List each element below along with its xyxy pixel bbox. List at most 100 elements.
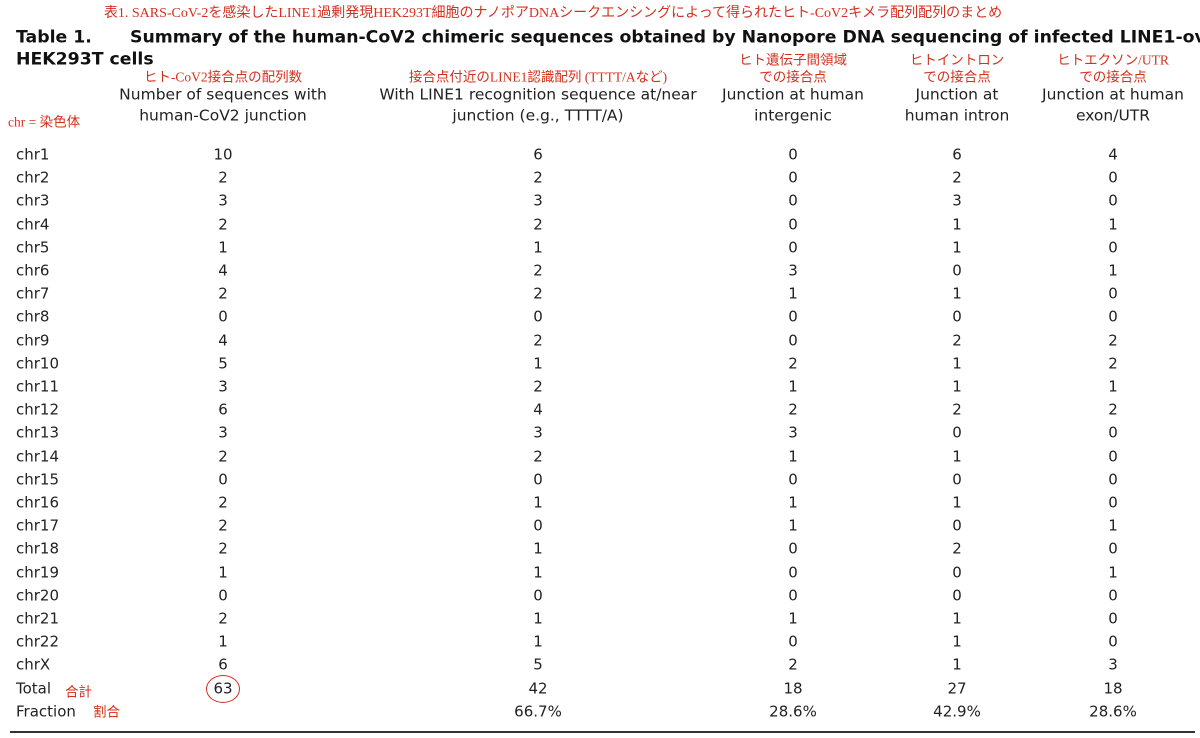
cell: 2: [952, 168, 962, 187]
cell: 2: [533, 261, 543, 280]
cell: 0: [788, 586, 798, 605]
cell: 3: [788, 423, 798, 442]
cell: 1: [1108, 377, 1118, 396]
cell: 1: [788, 447, 798, 466]
row-label: chr16: [16, 493, 60, 512]
cell: 0: [788, 307, 798, 326]
cell: 3: [218, 191, 228, 210]
cell: 0: [788, 563, 798, 582]
cell: 1: [218, 563, 228, 582]
cell: 0: [952, 423, 962, 442]
cell: 1: [533, 493, 543, 512]
cell: 1: [788, 609, 798, 628]
column-header: human-CoV2 junction: [139, 106, 307, 125]
column-header: With LINE1 recognition sequence at/near: [379, 85, 697, 104]
cell: 0: [788, 331, 798, 350]
cell: 2: [952, 400, 962, 419]
column-annotation: での接合点: [1079, 69, 1147, 85]
column-annotation: ヒトイントロン: [909, 52, 1005, 68]
cell: 2: [218, 284, 228, 303]
column-annotation: 接合点付近のLINE1認識配列 (TTTT/Aなど): [408, 69, 668, 85]
row-label: chr10: [16, 354, 60, 373]
cell: 2: [533, 168, 543, 187]
column-header: Number of sequences with: [119, 85, 327, 104]
cell: 2: [788, 400, 798, 419]
cell: 3: [218, 423, 228, 442]
cell: 2: [533, 284, 543, 303]
column-annotation: ヒト-CoV2接合点の配列数: [143, 69, 303, 85]
cell: 1: [952, 284, 962, 303]
column-header: human intron: [904, 106, 1010, 125]
cell: 0: [1108, 447, 1118, 466]
fraction-cell: 42.9%: [933, 702, 981, 721]
cell: 3: [533, 423, 543, 442]
cell: 2: [218, 215, 228, 234]
row-annotation: 割合: [93, 704, 120, 720]
cell: 1: [1108, 563, 1118, 582]
cell: 0: [533, 307, 543, 326]
cell: 2: [218, 516, 228, 535]
cell: 1: [533, 609, 543, 628]
cell: 1: [788, 284, 798, 303]
row-label: chr3: [16, 191, 50, 210]
cell: 0: [533, 470, 543, 489]
cell: 0: [1108, 307, 1118, 326]
cell: 0: [788, 238, 798, 257]
row-label: Fraction: [16, 702, 76, 721]
cell: 4: [1108, 145, 1118, 164]
bottom-rule: [10, 731, 1195, 733]
cell: 0: [952, 261, 962, 280]
cell: 2: [1108, 331, 1118, 350]
cell: 6: [533, 145, 543, 164]
cell: 2: [218, 447, 228, 466]
cell: 1: [788, 516, 798, 535]
cell: 1: [952, 609, 962, 628]
cell: 1: [1108, 261, 1118, 280]
cell: 2: [218, 539, 228, 558]
column-header: junction (e.g., TTTT/A): [452, 106, 624, 125]
fraction-cell: 66.7%: [514, 702, 562, 721]
cell: 1: [952, 655, 962, 674]
cell: 0: [1108, 539, 1118, 558]
cell: 10: [213, 145, 233, 164]
cell: 1: [1108, 516, 1118, 535]
row-label: chr17: [16, 516, 60, 535]
column-annotation: ヒト遺伝子間領域: [739, 52, 847, 68]
cell: 0: [1108, 632, 1118, 651]
translation-title: 表1. SARS-CoV-2を感染したLINE1過剰発現HEK293T細胞のナノ…: [103, 6, 1003, 21]
row-label: chr4: [16, 215, 50, 234]
cell: 4: [218, 331, 228, 350]
cell: 0: [1108, 586, 1118, 605]
cell: 0: [788, 191, 798, 210]
cell: 1: [533, 563, 543, 582]
cell: 0: [1108, 493, 1118, 512]
cell: 0: [1108, 191, 1118, 210]
cell: 1: [218, 238, 228, 257]
cell: 0: [218, 307, 228, 326]
cell: 0: [788, 168, 798, 187]
column-annotation: での接合点: [759, 69, 827, 85]
cell: 0: [788, 215, 798, 234]
row-label: chr6: [16, 261, 50, 280]
cell: 4: [533, 400, 543, 419]
cell: 1: [788, 493, 798, 512]
cell: 2: [218, 168, 228, 187]
cell: 2: [1108, 354, 1118, 373]
cell: 0: [1108, 238, 1118, 257]
column-header: Junction at: [915, 85, 999, 104]
cell: 0: [952, 586, 962, 605]
cell: 2: [533, 215, 543, 234]
cell: 1: [952, 215, 962, 234]
column-header: Junction at human: [722, 85, 864, 104]
row-label: chr13: [16, 423, 60, 442]
cell: 2: [952, 331, 962, 350]
row-label: chr15: [16, 470, 60, 489]
column-header: exon/UTR: [1075, 106, 1151, 125]
total-cell: 27: [947, 679, 967, 698]
cell: 1: [788, 377, 798, 396]
column-annotation: ヒトエクソン/UTR: [1057, 52, 1169, 68]
cell: 2: [533, 331, 543, 350]
cell: 2: [1108, 400, 1118, 419]
cell: 0: [1108, 470, 1118, 489]
row-label: chr11: [16, 377, 60, 396]
